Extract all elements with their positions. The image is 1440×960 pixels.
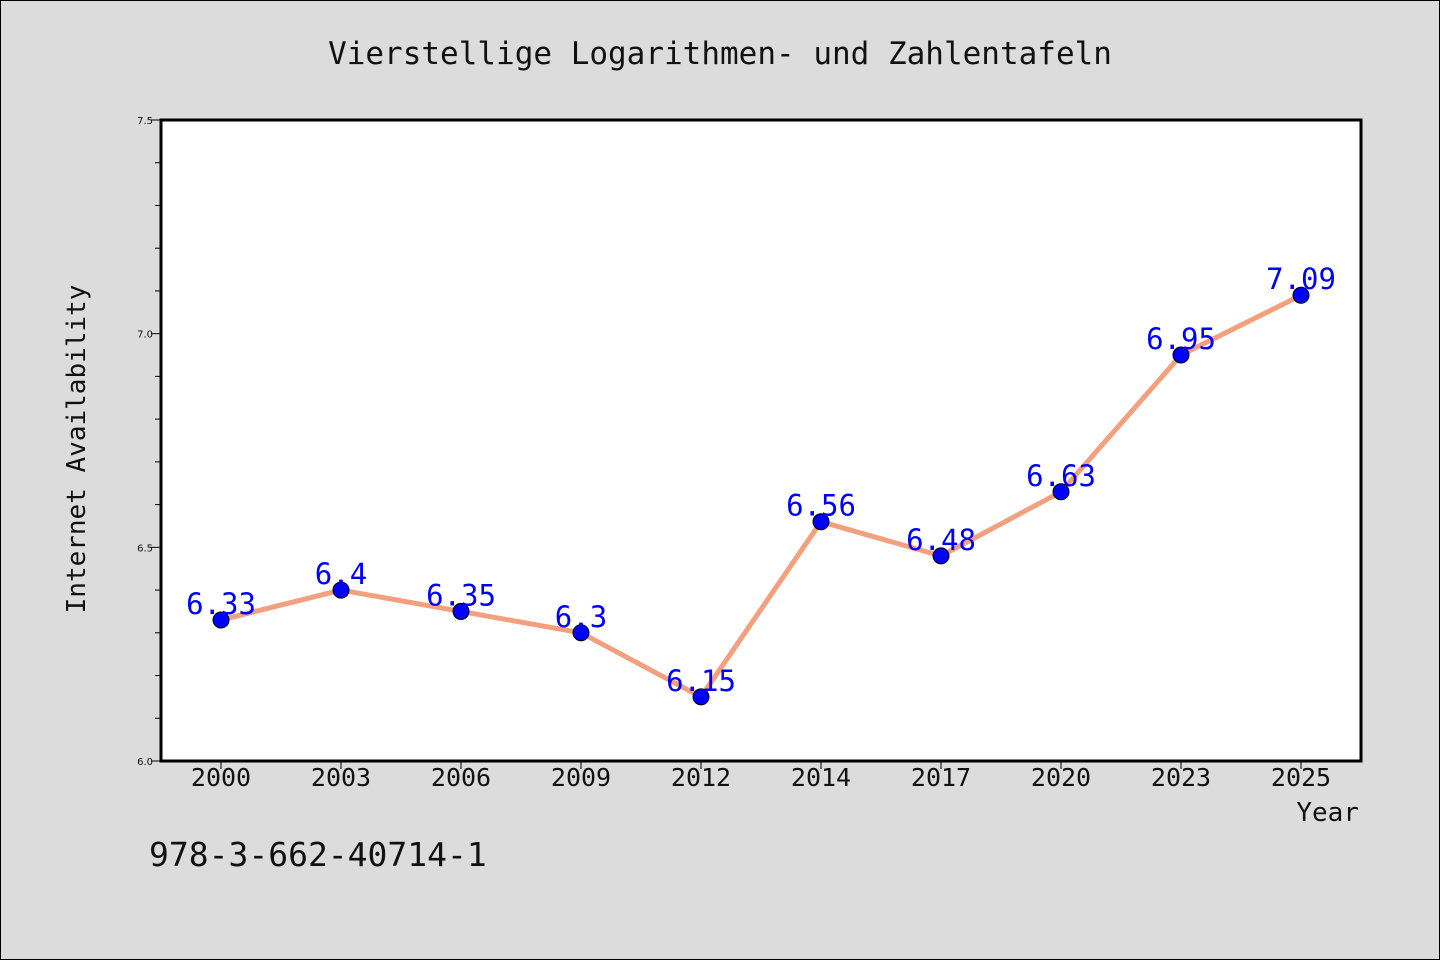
x-tick-label: 2017 (911, 763, 971, 792)
plot-area (161, 120, 1361, 761)
data-point (1172, 346, 1190, 364)
series-layer: 6.33 6.4 6.35 6.3 6.15 6.56 6.48 6.63 6.95 7.09 (186, 262, 1336, 706)
data-label: 6.56 (786, 489, 856, 523)
series-line (218, 292, 1304, 700)
data-label: 6.63 (1026, 459, 1096, 493)
x-tick-label: 2014 (791, 763, 851, 792)
data-label: 7.09 (1266, 262, 1336, 296)
data-label: 6.3 (555, 600, 607, 634)
data-label: 6.33 (186, 587, 256, 621)
data-label: 6.4 (315, 557, 367, 591)
data-label: 6.35 (426, 578, 496, 612)
chart-title: Vierstellige Logarithmen- und Zahlentafe… (328, 36, 1112, 72)
x-tick-label: 2006 (431, 763, 491, 792)
data-point (572, 624, 590, 642)
data-point (692, 688, 710, 706)
data-point (812, 513, 830, 531)
y-axis-ticks: 6.0 6.5 7.0 7.5 (137, 116, 161, 768)
isbn-annotation: 978-3-662-40714-1 (149, 835, 487, 874)
x-tick-label: 2025 (1271, 763, 1331, 792)
y-tick-label: 7.0 (137, 330, 153, 341)
x-tick-label: 2003 (311, 763, 371, 792)
x-tick-label: 2020 (1031, 763, 1091, 792)
data-point (332, 581, 350, 599)
data-point (212, 611, 230, 629)
y-axis-label: Internet Availability (62, 285, 92, 614)
y-tick-label: 6.0 (137, 757, 153, 768)
y-tick-label: 7.5 (137, 116, 153, 127)
data-label: 6.15 (666, 664, 736, 698)
plot-frame (159, 118, 1363, 763)
x-tick-label: 2012 (671, 763, 731, 792)
data-point (932, 547, 950, 565)
data-point (1052, 483, 1070, 501)
data-label: 6.95 (1146, 322, 1216, 356)
x-tick-label: 2009 (551, 763, 611, 792)
x-tick-label: 2000 (191, 763, 251, 792)
x-tick-label: 2023 (1151, 763, 1211, 792)
data-label: 6.48 (906, 523, 976, 557)
x-axis-ticks: 2000 2003 2006 2009 2012 2014 2017 2020 2023 2025 (191, 761, 1331, 792)
x-axis-label: Year (1296, 798, 1359, 828)
y-tick-label: 6.5 (137, 543, 153, 554)
data-point (1292, 286, 1310, 304)
data-point (452, 602, 470, 620)
